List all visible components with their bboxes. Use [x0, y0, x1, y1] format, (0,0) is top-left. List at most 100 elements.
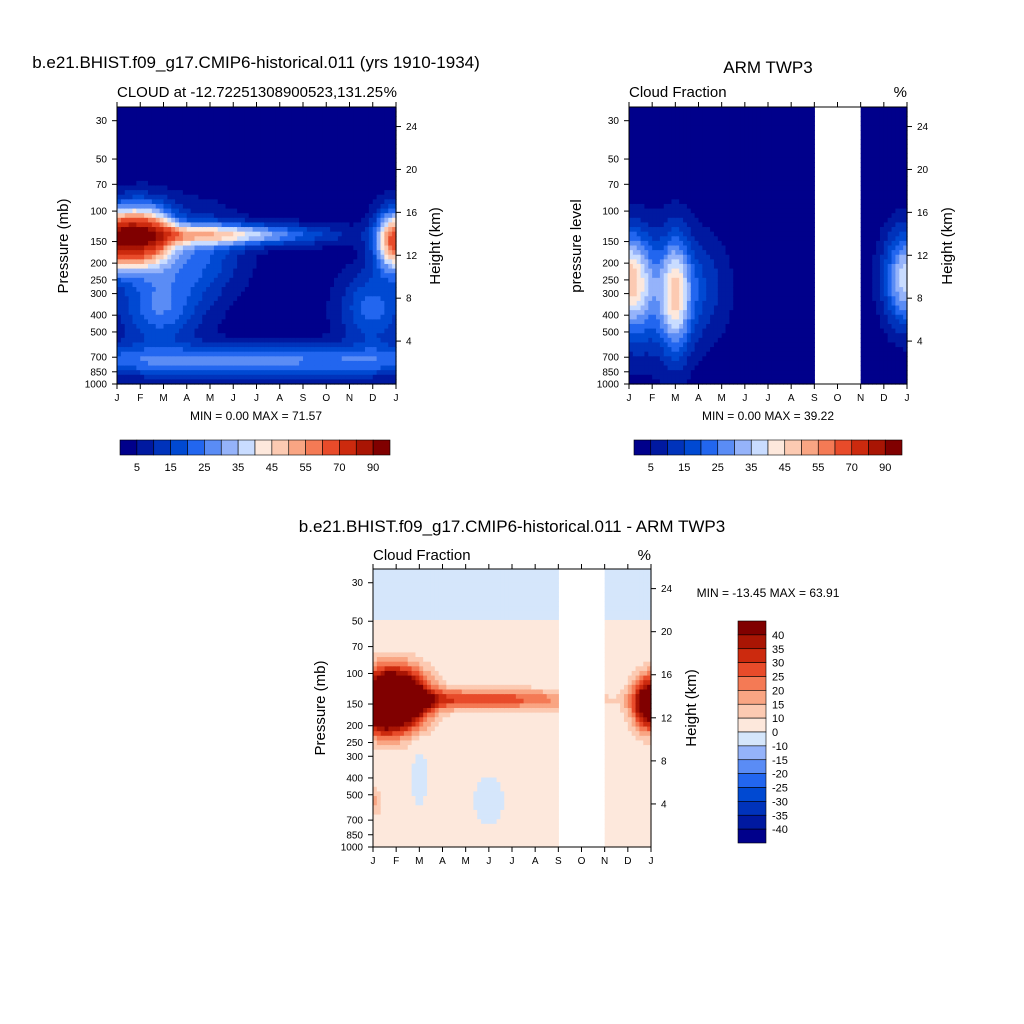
heatmap-cell	[167, 231, 172, 237]
heatmap-cell	[171, 236, 176, 242]
heatmap-cell	[117, 176, 122, 182]
heatmap-cell	[365, 162, 370, 168]
heatmap-cell	[287, 314, 292, 320]
heatmap-cell	[194, 236, 199, 242]
heatmap-cell	[233, 125, 238, 131]
heatmap-cell	[128, 130, 134, 136]
heatmap-cell	[190, 291, 196, 297]
heatmap-cell	[287, 203, 292, 210]
heatmap-cell	[322, 319, 327, 325]
heatmap-cell	[260, 245, 265, 251]
heatmap-cell	[268, 240, 273, 247]
heatmap-cell	[632, 351, 638, 357]
panel-left-title: Cloud Fraction	[629, 84, 727, 101]
heatmap-cell	[244, 120, 250, 127]
heatmap-cell	[148, 153, 153, 159]
heatmap-cell	[310, 356, 316, 362]
heatmap-cell	[140, 282, 145, 288]
heatmap-cell	[357, 273, 362, 279]
heatmap-cell	[210, 305, 215, 311]
heatmap-cell	[167, 254, 172, 260]
heatmap-cell	[314, 254, 320, 260]
heatmap-cell	[279, 277, 285, 284]
heatmap-cell	[295, 208, 300, 214]
heatmap-cell	[229, 291, 234, 297]
y-tick-label: 30	[96, 116, 108, 127]
heatmap-cell	[318, 287, 323, 293]
heatmap-cell	[279, 379, 285, 385]
heatmap-cell	[392, 328, 397, 334]
heatmap-cell	[171, 107, 176, 113]
heatmap-cell	[252, 199, 258, 205]
heatmap-plot: J F M A M J J A S O N D J305070100150200250300400500…	[597, 102, 929, 404]
heatmap-cell	[310, 379, 316, 385]
heatmap-cell	[241, 282, 246, 288]
heatmap-cell	[252, 120, 258, 127]
heatmap-cell	[225, 227, 230, 233]
heatmap-cell	[210, 162, 215, 168]
heatmap-cell	[198, 162, 203, 168]
heatmap-cell	[202, 310, 207, 316]
heatmap-cell	[392, 319, 397, 325]
heatmap-cell	[636, 180, 642, 187]
heatmap-cell	[337, 360, 343, 367]
heatmap-cell	[264, 130, 269, 136]
heatmap-cell	[272, 328, 277, 334]
heatmap-cell	[365, 287, 370, 293]
heatmap-cell	[303, 282, 308, 288]
heatmap-cell	[303, 180, 308, 187]
heatmap-cell	[291, 125, 296, 131]
heatmap-cell	[252, 194, 258, 200]
heatmap-cell	[175, 310, 180, 316]
heatmap-cell	[190, 199, 196, 205]
heatmap-cell	[318, 254, 323, 260]
heatmap-cell	[268, 328, 273, 334]
heatmap-cell	[252, 176, 258, 182]
heatmap-cell	[159, 314, 165, 320]
heatmap-cell	[171, 259, 176, 265]
heatmap-cell	[275, 240, 281, 247]
heatmap-cell	[155, 167, 161, 173]
heatmap-cell	[233, 347, 238, 353]
heatmap-cell	[349, 199, 354, 205]
heatmap-cell	[326, 162, 331, 168]
heatmap-cell	[229, 287, 234, 293]
heatmap-cell	[392, 167, 397, 173]
heatmap-cell	[632, 337, 638, 344]
heatmap-cell	[636, 120, 642, 127]
heatmap-cell	[656, 111, 661, 117]
heatmap-cell	[337, 356, 343, 362]
heatmap-cell	[330, 139, 335, 145]
heatmap-cell	[306, 190, 312, 196]
heatmap-cell	[291, 268, 296, 274]
heatmap-cell	[151, 268, 157, 274]
heatmap-cell	[248, 347, 254, 353]
heatmap-cell	[337, 305, 343, 311]
heatmap-cell	[194, 356, 199, 362]
heatmap-cell	[287, 199, 292, 205]
heatmap-cell	[225, 176, 230, 182]
heatmap-cell	[629, 208, 634, 214]
heatmap-cell	[376, 268, 382, 274]
heatmap-cell	[182, 139, 188, 145]
heatmap-cell	[132, 203, 137, 210]
heatmap-cell	[148, 120, 153, 127]
heatmap-cell	[283, 213, 289, 219]
heatmap-cell	[186, 300, 192, 307]
heatmap-cell	[306, 185, 312, 191]
heatmap-cell	[221, 305, 227, 311]
heatmap-cell	[334, 120, 339, 127]
heatmap-cell	[198, 250, 203, 256]
heatmap-cell	[380, 300, 385, 307]
heatmap-cell	[656, 342, 661, 348]
heatmap-cell	[202, 282, 207, 288]
heatmap-cell	[117, 185, 122, 191]
heatmap-cell	[171, 347, 176, 353]
heatmap-cell	[260, 347, 265, 353]
heatmap-cell	[175, 319, 180, 325]
heatmap-cell	[190, 125, 196, 131]
heatmap-cell	[163, 125, 168, 131]
heatmap-cell	[210, 259, 215, 265]
heatmap-cell	[330, 194, 335, 200]
heatmap-cell	[190, 273, 196, 279]
